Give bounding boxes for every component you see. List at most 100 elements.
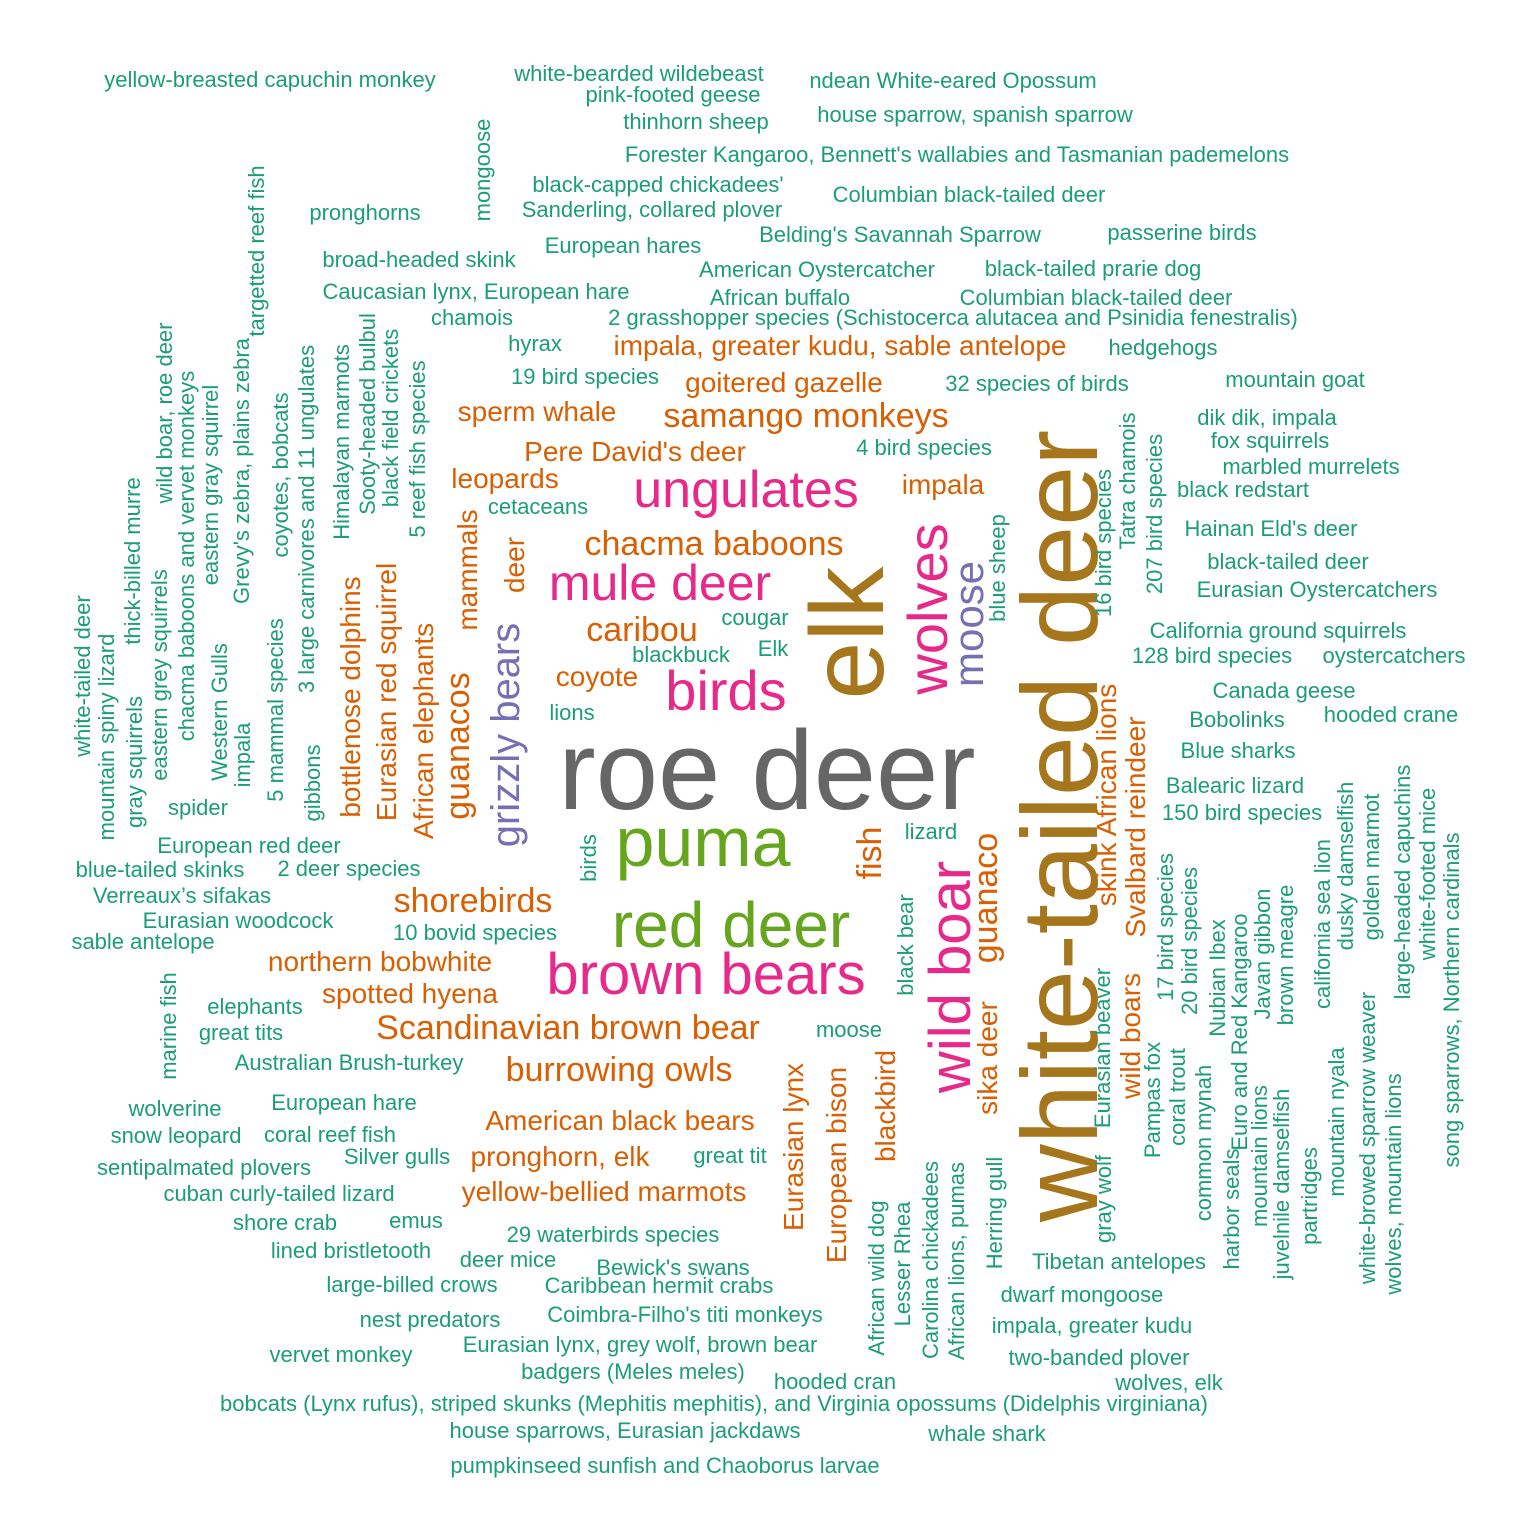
word-tibetan-antelopes: Tibetan antelopes <box>1031 1249 1207 1274</box>
word-american-oystercatcher: American Oystercatcher <box>699 257 935 282</box>
word-white-bearded-wildebeast: white-bearded wildebeast <box>514 61 764 86</box>
word-passerine-birds: passerine birds <box>1107 220 1257 245</box>
word-moose-large: moose <box>945 560 992 688</box>
word-columbian-deer-1: Columbian black-tailed deer <box>832 182 1106 207</box>
word-sanderling: Sanderling, collared plover <box>521 197 783 222</box>
word-african-elephants: African elephants <box>408 622 439 840</box>
word-white-tailed-deer-small: white-tailed deer <box>70 595 95 757</box>
word-coral-reef-fish: coral reef fish <box>263 1122 397 1147</box>
word-pronghorn-elk: pronghorn, elk <box>470 1141 650 1172</box>
word-eastern-grey-squirrels: eastern grey squirrels <box>147 569 172 781</box>
word-black-bear: black bear <box>893 894 918 996</box>
word-brown-meagre: brown meagre <box>1273 884 1298 1026</box>
word-mongoose: mongoose <box>470 118 495 222</box>
word-fox-squirrels: fox squirrels <box>1210 428 1330 453</box>
word-coral-trout: coral trout <box>1165 1048 1190 1146</box>
word-mountain-goat: mountain goat <box>1225 367 1365 392</box>
word-canada-geese: Canada geese <box>1212 678 1356 703</box>
word-dik-dik-impala: dik dik, impala <box>1197 405 1337 430</box>
word-caribbean-hermit-crabs: Caribbean hermit crabs <box>544 1273 774 1298</box>
word-prairie-dog: black-tailed prarie dog <box>984 256 1202 281</box>
word-cougar: cougar <box>721 605 789 630</box>
word-thinhorn-sheep: thinhorn sheep <box>623 109 769 134</box>
word-golden-marmot: golden marmot <box>1359 793 1384 941</box>
word-emus: emus <box>389 1208 443 1233</box>
word-australian-brush-turkey: Australian Brush-turkey <box>234 1050 464 1075</box>
word-bewicks-swans: Bewick's swans <box>596 1255 750 1280</box>
word-broad-headed-skink: broad-headed skink <box>322 247 516 272</box>
word-song-sparrows-cardinals: song sparrows, Northern cardinals <box>1439 832 1464 1168</box>
word-samango-monkeys: samango monkeys <box>663 397 949 435</box>
word-ndean-opossum: ndean White-eared Opossum <box>809 68 1097 93</box>
word-wolves-mountain-lions: wolves, mountain lions <box>1381 1073 1406 1295</box>
word-4-bird-species: 4 bird species <box>856 435 992 460</box>
word-blue-sharks: Blue sharks <box>1180 738 1296 763</box>
word-black-redstart: black redstart <box>1176 477 1310 502</box>
word-grizzly-bears: grizzly bears <box>484 622 528 848</box>
word-black-capped-chickadees: black-capped chickadees' <box>532 172 784 197</box>
word-african-lions-pumas: African lions, pumas <box>944 1161 969 1361</box>
word-himalayan-marmots: Himalayan marmots <box>329 344 354 540</box>
word-birds: birds <box>665 659 787 722</box>
word-hainan-elds-deer: Hainan Eld's deer <box>1184 516 1358 541</box>
word-hyrax: hyrax <box>508 331 562 356</box>
word-vervet-monkey: vervet monkey <box>269 1342 413 1367</box>
word-sable-antelope: sable antelope <box>71 929 215 954</box>
word-oystercatchers: oystercatchers <box>1322 643 1466 668</box>
word-house-sparrow-spanish: house sparrow, spanish sparrow <box>817 102 1133 127</box>
word-wolverine: wolverine <box>128 1096 222 1121</box>
word-impala-teal: impala <box>230 722 255 788</box>
word-eurasian-red-squirrel: Eurasian red squirrel <box>371 562 402 822</box>
word-yellow-breasted-capuchin: yellow-breasted capuchin monkey <box>104 67 436 92</box>
word-lions: lions <box>549 700 595 725</box>
word-northern-bobwhite: northern bobwhite <box>267 946 493 977</box>
word-deer-mice: deer mice <box>459 1247 557 1272</box>
word-sika-deer: sika deer <box>972 1001 1003 1115</box>
word-thick-billed-murre: thick-billed murre <box>120 477 145 645</box>
word-cetaceans: cetaceans <box>487 494 589 519</box>
word-128-bird-species: 128 bird species <box>1131 643 1293 668</box>
word-bottlenose-dolphins: bottlenose dolphins <box>335 576 366 818</box>
word-yellow-bellied-marmots: yellow-bellied marmots <box>461 1176 747 1207</box>
word-roe-deer: roe deer <box>558 708 976 833</box>
word-california-ground-squirrels: California ground squirrels <box>1149 618 1407 643</box>
word-grevys-zebra: Grevy's zebra, plains zebra <box>229 338 254 604</box>
word-large-headed-capuchins: large-headed capuchins <box>1390 764 1415 1000</box>
word-black-field-crickets: black field crickets <box>378 328 403 508</box>
word-carolina-chickadees: Carolina chickadees <box>918 1160 943 1360</box>
word-mule-deer: mule deer <box>548 555 772 611</box>
word-eurasian-lynx: Eurasian lynx <box>778 1062 809 1232</box>
word-deer: deer <box>499 536 530 594</box>
word-hedgehogs: hedgehogs <box>1108 335 1218 360</box>
word-white-footed-mice: white-footed mice <box>1415 787 1440 961</box>
word-sentipalmated-plovers: sentipalmated plovers <box>96 1155 312 1180</box>
word-juvelnile-damselfish: juvelnile damselfish <box>1269 1088 1294 1280</box>
word-guanaco: guanaco <box>967 832 1005 964</box>
word-western-gulls: Western Gulls <box>207 643 232 781</box>
word-pronghorns: pronghorns <box>309 200 421 225</box>
word-harbor-seals: harbor seals <box>1219 1148 1244 1270</box>
word-wolves-elk: wolves, elk <box>1115 1370 1223 1395</box>
word-elephants: elephants <box>207 994 303 1019</box>
word-marine-fish: marine fish <box>156 972 181 1080</box>
word-16-bird-species: 16 bird species <box>1091 469 1116 617</box>
word-whale-shark: whale shark <box>928 1421 1046 1446</box>
word-chacma-baboons: chacma baboons <box>584 525 844 563</box>
word-20-bird-species: 20 bird species <box>1177 867 1202 1015</box>
word-mountain-lions: mountain lions <box>1247 1085 1272 1227</box>
word-house-sparrows-jackdaws: house sparrows, Eurasian jackdaws <box>449 1418 801 1443</box>
word-european-hares: European hares <box>544 233 702 258</box>
word-chacma-vervet: chacma baboons and vervet monkeys <box>174 370 199 742</box>
word-california-sea-lion: california sea lion <box>1310 839 1335 1009</box>
word-impala-greater-kudu: impala, greater kudu <box>991 1313 1193 1338</box>
word-nest-predators: nest predators <box>359 1307 501 1332</box>
word-150-bird-species: 150 bird species <box>1161 800 1323 825</box>
word-targetted-reef-fish: targetted reef fish <box>244 165 269 337</box>
word-eurasian-oystercatchers: Eurasian Oystercatchers <box>1196 577 1438 602</box>
word-chamois: chamois <box>431 305 513 330</box>
word-blackbuck: blackbuck <box>632 642 730 667</box>
word-17-bird-species: 17 bird species <box>1153 853 1178 1001</box>
word-european-hare: European hare <box>271 1090 417 1115</box>
word-gray-squirrels: gray squirrels <box>122 695 147 829</box>
word-32-species-birds: 32 species of birds <box>945 371 1129 396</box>
